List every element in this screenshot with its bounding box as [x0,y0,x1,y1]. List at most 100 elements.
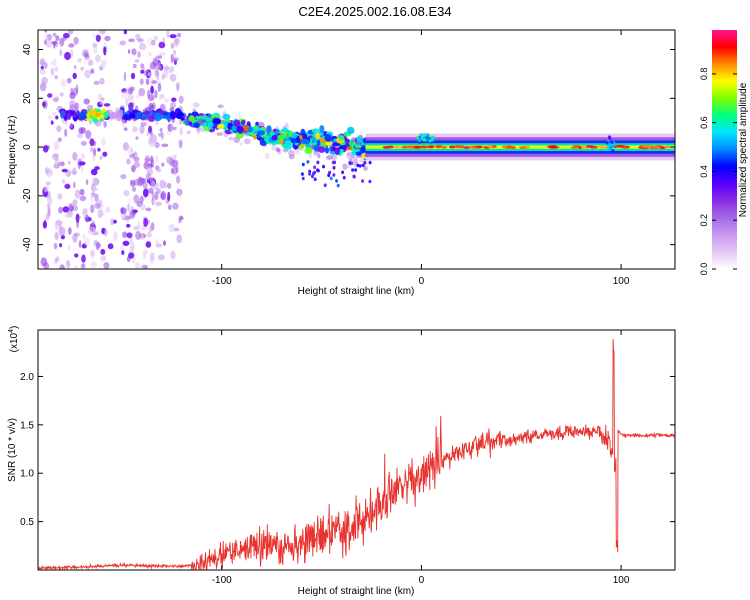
spectrogram-dot-301 [137,51,141,59]
spectrogram-dot-231 [76,133,83,138]
spectrogram-dot-477 [92,154,96,163]
spectrogram-dot-471 [54,75,58,80]
spectrogram-x-tick-2: 100 [613,276,630,287]
spectrogram-dot-1370 [605,141,609,145]
spectrogram-dot-501 [90,220,96,226]
spectrogram-dot-295 [61,178,66,184]
spectrogram-dot-113 [55,35,60,41]
spectrogram-dot-463 [127,49,131,54]
spectrogram-dot-252 [46,40,52,47]
snr-x-tick-2: 100 [613,575,630,586]
spectrogram-dot-364 [158,254,165,261]
spectrogram-dot-354 [74,189,81,199]
spectrogram-dot-1243 [313,177,317,181]
spectrogram-dot-1205 [269,131,275,137]
spectrogram-dot-492 [89,194,96,203]
spectrogram-dot-276 [131,186,137,192]
spectrogram-dot-1189 [338,135,345,141]
spectrogram-dot-500 [84,237,91,247]
spectrogram-dot-166 [122,142,129,151]
spectrogram-dot-188 [151,197,155,206]
spectrogram-dot-796 [60,108,66,117]
spectrogram-dot-315 [173,38,179,47]
spectrogram-dot-410 [171,97,177,102]
spectrogram-dot-155 [135,33,141,41]
spectrogram-dot-435 [85,214,90,223]
spectrogram-dot-795 [170,112,176,120]
spectrogram-dot-495 [147,89,151,99]
spectrogram-dot-530 [342,163,348,170]
spectrogram-dot-1318 [621,146,628,149]
spectrogram-dot-424 [120,91,128,100]
spectrogram-dot-313 [140,121,147,127]
spectrogram-dot-363 [131,48,137,56]
spectrogram-dot-298 [179,127,183,136]
spectrogram-dot-1173 [284,139,292,148]
spectrogram-dot-1213 [201,115,208,120]
spectrogram-dot-245 [94,202,101,209]
spectrogram-dot-48 [72,152,78,161]
spectrogram-dot-386 [163,181,168,189]
spectrogram-dot-108 [94,193,99,203]
spectrogram-dot-348 [97,209,103,219]
spectrogram-dot-397 [81,263,86,269]
spectrogram-dot-516 [120,245,125,251]
spectrogram-dot-340 [149,177,154,185]
spectrogram-dot-480 [147,72,153,77]
spectrogram-dot-411 [120,207,127,215]
spectrogram-dot-266 [81,244,87,249]
spectrogram-dot-450 [103,121,107,128]
spectrogram-y-ticks: 40 20 0 -20 -40 [22,44,675,252]
spectrogram-dot-205 [127,203,130,212]
spectrogram-dot-369 [68,227,72,235]
spectrogram-dot-420 [59,49,63,56]
spectrogram-dot-181 [92,42,98,49]
snr-y-ticks: 0.5 1.0 1.5 2.0 [20,372,675,528]
spectrogram-dot-474 [154,191,159,200]
spectrogram-dot-627 [223,133,229,138]
spectrogram-y-tick-1: 20 [22,92,33,104]
spectrogram-dot-1259 [350,161,354,166]
spectrogram-dot-589 [330,153,338,161]
spectrogram-dot-1214 [332,142,340,147]
spectrogram-dot-264 [157,83,162,92]
spectrogram-dot-414 [168,204,172,211]
spectrogram-dot-1234 [336,183,340,188]
spectrogram-dot-466 [155,201,162,206]
spectrogram-dot-439 [164,98,169,103]
spectrogram-dot-514 [56,220,63,226]
spectrogram-dot-72 [148,51,152,57]
spectrogram-dot-60 [100,248,106,255]
spectrogram-dot-494 [42,145,49,153]
spectrogram-dot-524 [271,144,278,152]
spectrogram-dot-456 [43,187,48,193]
spectrogram-dot-156 [129,236,133,245]
spectrogram-dot-1250 [300,172,304,176]
spectrogram-dot-1310 [427,145,435,149]
spectrogram-dot-344 [49,169,53,175]
spectrogram-dot-1353 [423,133,427,137]
spectrogram-dot-260 [177,188,182,198]
spectrogram-dot-389 [168,123,171,133]
spectrogram-dot-401 [105,206,111,213]
spectrogram-dot-233 [68,43,75,48]
spectrogram-dot-287 [145,207,152,212]
spectrogram-dot-1229 [358,164,362,168]
spectrogram-dot-20 [81,254,86,263]
snr-x-ticks: -100 0 100 [212,330,630,586]
snr-y-tick-0: 0.5 [20,517,34,528]
spectrogram-dot-1323 [440,145,448,149]
spectrogram-dot-65 [84,69,91,79]
spectrogram-dot-1182 [329,151,337,155]
spectrogram-dot-365 [62,206,70,213]
spectrogram-dot-334 [119,40,126,46]
snr-y-label: SNR (10 * v/v) [7,418,18,482]
spectrogram-dot-49 [80,141,87,146]
spectrogram-dot-391 [72,167,77,175]
spectrogram-dot-120 [107,243,114,250]
spectrogram-dot-90 [66,77,72,84]
spectrogram-dot-1283 [586,145,594,148]
spectrogram-dot-427 [175,81,180,90]
spectrogram-dot-1225 [322,164,325,169]
spectrogram-dot-292 [70,49,74,59]
